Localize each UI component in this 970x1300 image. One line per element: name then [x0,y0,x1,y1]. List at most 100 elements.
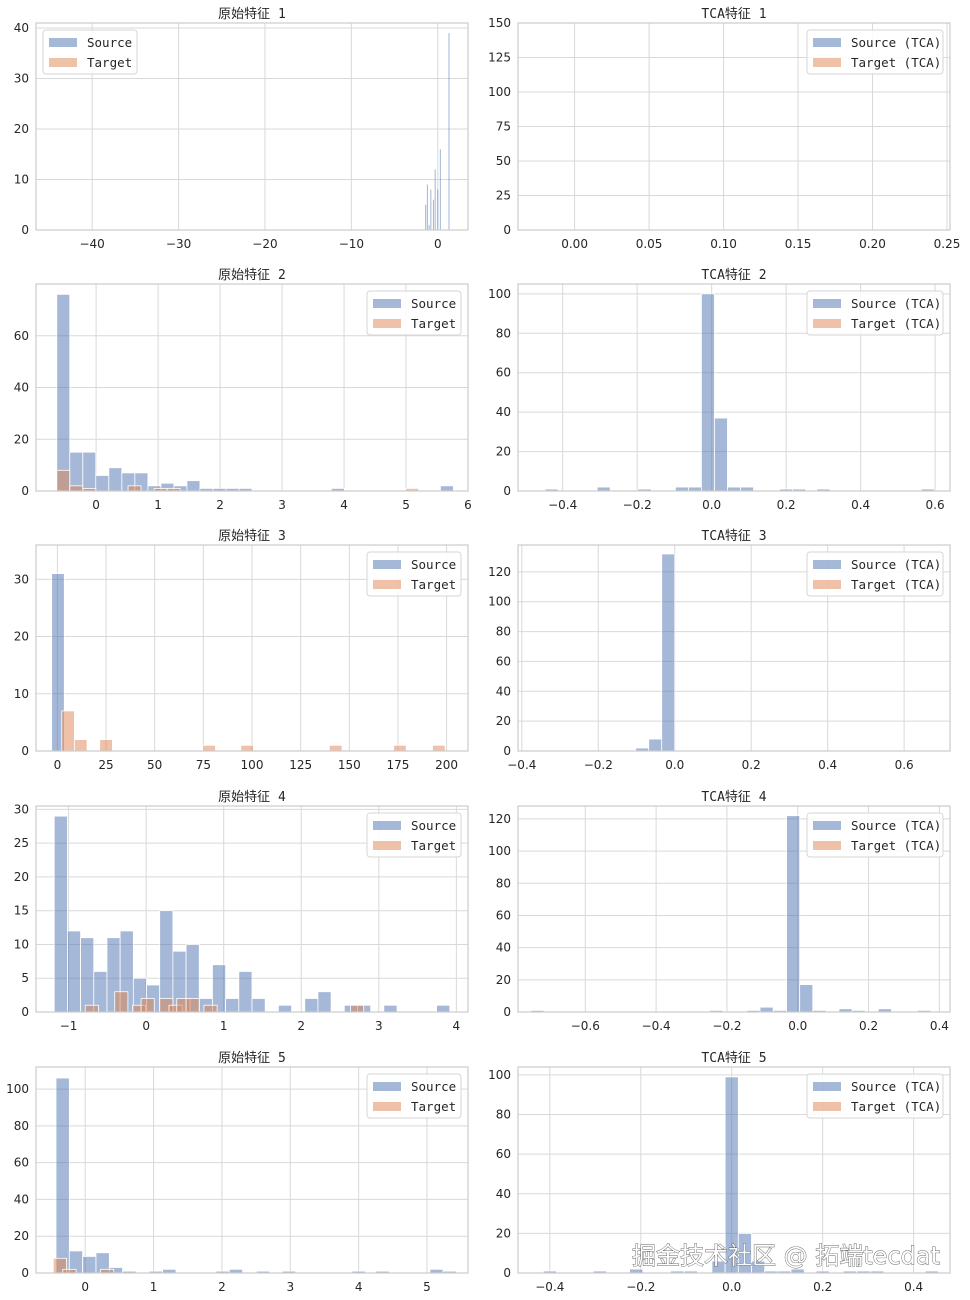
subplot-7: 原始特征 4 −1 0 1 2 3 4 0 5 10 15 20 25 30 Source Target [14,790,469,1033]
legend-label: Target [87,55,132,70]
y-tick-label: 40 [496,1187,511,1201]
y-tick-label: 10 [14,173,29,187]
source-legend-swatch [49,38,77,47]
x-tick-label: 3 [286,1280,294,1294]
source-bar [82,1256,97,1274]
y-tick-label: 10 [14,687,29,701]
target-legend-swatch [813,319,841,328]
x-tick-label: 75 [196,758,211,772]
y-tick-label: 100 [488,85,511,99]
x-tick-label: 175 [386,758,409,772]
x-tick-label: 0.20 [859,237,886,251]
subplot-2: TCA特征 1 0.00 0.05 0.10 0.15 0.20 0.25 0 25 50 75 10… [488,7,960,251]
x-tick-label: 0.4 [851,498,870,512]
x-tick-label: −30 [166,237,191,251]
source-legend-swatch [813,821,841,830]
source-bar [383,1004,398,1013]
source-bar [436,1004,451,1013]
y-tick-label: 80 [496,876,511,890]
x-tick-label: 50 [147,758,162,772]
x-tick-label: 0.6 [895,758,914,772]
y-tick-label: 120 [488,812,511,826]
y-tick-label: 25 [496,189,511,203]
y-tick-label: 0 [21,1005,29,1019]
plot-frame [35,544,469,752]
plot-frame [517,544,951,752]
y-tick-label: 80 [496,326,511,340]
target-bar [61,710,75,752]
x-tick-label: 5 [423,1280,431,1294]
legend-label: Target [411,316,456,331]
legend-label: Target [411,838,456,853]
y-tick-label: 10 [14,937,29,951]
subplot-8: TCA特征 4 −0.6 −0.4 −0.2 0.0 0.2 0.4 0 20 40 60 80 100… [488,790,951,1033]
legend-label: Target [411,1099,456,1114]
target-bar [432,744,446,752]
x-tick-label: 0.0 [665,758,684,772]
y-tick-label: 20 [14,630,29,644]
y-tick-label: 0 [21,744,29,758]
x-tick-label: 0.25 [934,237,961,251]
y-tick-label: 0 [21,1266,29,1280]
y-tick-label: 100 [488,595,511,609]
x-tick-label: −1 [60,1019,78,1033]
target-legend-swatch [49,58,77,67]
y-tick-label: 100 [488,844,511,858]
subplot-title: TCA特征 2 [701,268,766,283]
target-bar [328,744,343,752]
legend: Source (TCA) Target (TCA) [806,290,944,336]
y-tick-label: 125 [488,51,511,65]
target-legend-swatch [373,841,401,850]
subplot-title: 原始特征 1 [218,7,286,22]
plot-frame [35,805,469,1013]
target-bar [203,1004,218,1013]
source-bar [304,998,319,1013]
source-bar [225,998,240,1013]
source-bar [80,937,95,1013]
x-tick-label: 0 [142,1019,150,1033]
subplot-title: TCA特征 4 [701,790,766,805]
y-tick-label: 20 [14,870,29,884]
target-bar [99,739,113,752]
x-tick-label: 4 [355,1280,363,1294]
x-tick-label: 0 [434,237,442,251]
source-bar [432,199,434,230]
target-bar [202,744,216,752]
x-tick-label: 0 [54,758,62,772]
plot-frame [517,22,951,231]
legend-label: Target (TCA) [851,55,941,70]
x-tick-label: 0.05 [636,237,663,251]
y-tick-label: 40 [14,1192,29,1206]
source-bar [95,475,110,492]
target-bar [114,991,129,1013]
x-tick-label: 150 [338,758,361,772]
x-tick-label: 1 [220,1019,228,1033]
y-tick-label: 30 [14,802,29,816]
y-tick-label: 20 [496,714,511,728]
target-bar [185,998,200,1013]
subplot-6: TCA特征 3 −0.4 −0.2 0.0 0.2 0.4 0.6 0 20 40 60 80 100 1… [488,529,951,772]
legend-label: Source [411,557,456,572]
x-tick-label: 2 [218,1280,226,1294]
legend-label: Source (TCA) [851,557,941,572]
x-tick-label: 6 [464,498,472,512]
y-tick-label: 0 [503,484,511,498]
x-tick-label: 0.2 [742,758,761,772]
y-tick-label: 30 [14,72,29,86]
x-tick-label: −0.2 [626,1280,655,1294]
x-tick-label: 200 [435,758,458,772]
source-bar [701,293,715,492]
plot-frame [517,1066,951,1274]
x-tick-label: 4 [453,1019,461,1033]
x-tick-label: 0.4 [930,1019,949,1033]
legend-label: Target [411,577,456,592]
legend-label: Source (TCA) [851,35,941,50]
y-tick-label: 20 [496,973,511,987]
y-tick-label: 40 [14,21,29,35]
subplot-title: 原始特征 5 [218,1051,286,1066]
x-tick-label: 0.2 [859,1019,878,1033]
subplot-title: TCA特征 5 [701,1051,766,1066]
source-bar [67,930,81,1013]
